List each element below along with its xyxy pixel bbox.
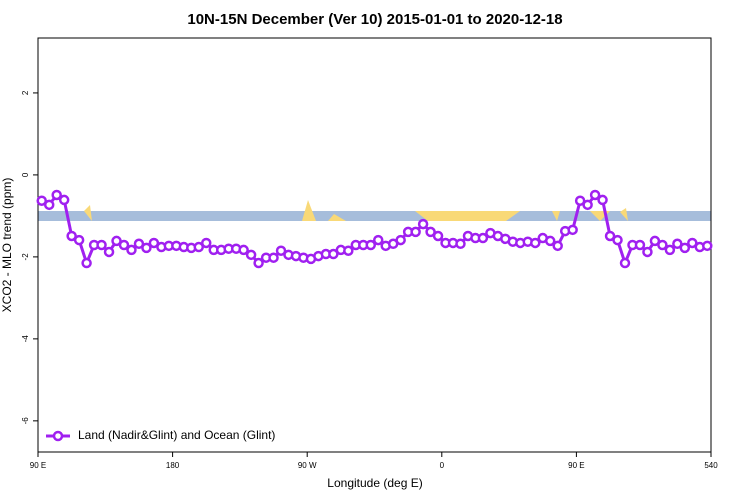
- data-point: [477, 232, 489, 244]
- data-point: [597, 194, 608, 206]
- data-point: [612, 234, 623, 246]
- x-tick-label: 0: [440, 461, 445, 470]
- data-point: [193, 241, 205, 253]
- y-axis-label: XCO2 - MLO trend (ppm): [0, 178, 14, 313]
- chart-title: 10N-15N December (Ver 10) 2015-01-01 to …: [187, 11, 562, 28]
- legend-marker: [52, 430, 64, 442]
- data-point: [574, 195, 586, 206]
- land-ocean-strip: [38, 200, 711, 221]
- data-point: [201, 237, 212, 249]
- data-point: [649, 235, 661, 247]
- data-point: [544, 235, 556, 247]
- y-tick-label: 2: [21, 90, 30, 95]
- data-point: [552, 240, 563, 252]
- data-point: [687, 237, 698, 249]
- data-point: [36, 195, 47, 206]
- x-tick-label: 180: [166, 461, 180, 470]
- data-point: [73, 234, 85, 246]
- data-point: [417, 218, 429, 230]
- data-point: [328, 248, 339, 260]
- data-point: [238, 244, 249, 256]
- data-point: [657, 239, 668, 251]
- data-point: [148, 237, 160, 249]
- data-point: [582, 199, 593, 211]
- data-point: [425, 226, 436, 238]
- y-tick-label: -4: [21, 335, 30, 343]
- data-point: [111, 235, 122, 247]
- data-point: [672, 238, 683, 250]
- data-point: [455, 238, 466, 250]
- data-point: [410, 226, 421, 238]
- data-point: [58, 194, 70, 206]
- y-tick-label: -2: [21, 253, 30, 261]
- data-point: [604, 230, 616, 242]
- data-point: [51, 189, 62, 201]
- data-point: [395, 234, 406, 246]
- data-point: [679, 242, 691, 254]
- data-point: [268, 252, 279, 263]
- data-point: [365, 239, 377, 251]
- data-point: [634, 239, 646, 251]
- data-point: [275, 245, 287, 256]
- data-point: [126, 244, 137, 256]
- x-tick-label: 90 W: [298, 461, 317, 470]
- data-point: [96, 239, 107, 251]
- data-point: [619, 257, 631, 269]
- x-tick-label: 90 E: [30, 461, 46, 470]
- data-point: [245, 249, 257, 261]
- data-point: [372, 234, 384, 246]
- data-point: [103, 246, 115, 258]
- data-point: [66, 230, 77, 242]
- x-tick-label: 540: [704, 461, 718, 470]
- series-line: [41, 192, 708, 268]
- data-point: [589, 189, 601, 201]
- data-point: [343, 245, 354, 256]
- x-tick-label: 90 E: [568, 461, 584, 470]
- data-point: [253, 257, 264, 269]
- data-point: [642, 246, 653, 258]
- data-point: [141, 242, 152, 254]
- data-point: [81, 257, 92, 269]
- data-point: [567, 224, 578, 236]
- data-point: [43, 199, 55, 211]
- data-point: [702, 240, 713, 252]
- x-axis-label: Longitude (deg E): [327, 476, 422, 490]
- data-point: [530, 237, 541, 249]
- legend-item: Land (Nadir&Glint) and Ocean (Glint): [46, 428, 275, 442]
- data-point: [664, 244, 676, 256]
- data-point: [133, 238, 145, 250]
- legend-label: Land (Nadir&Glint) and Ocean (Glint): [78, 428, 275, 442]
- data-point: [118, 239, 130, 251]
- y-tick-label: -6: [21, 417, 30, 425]
- data-point: [432, 230, 444, 242]
- y-tick-label: 0: [21, 172, 30, 177]
